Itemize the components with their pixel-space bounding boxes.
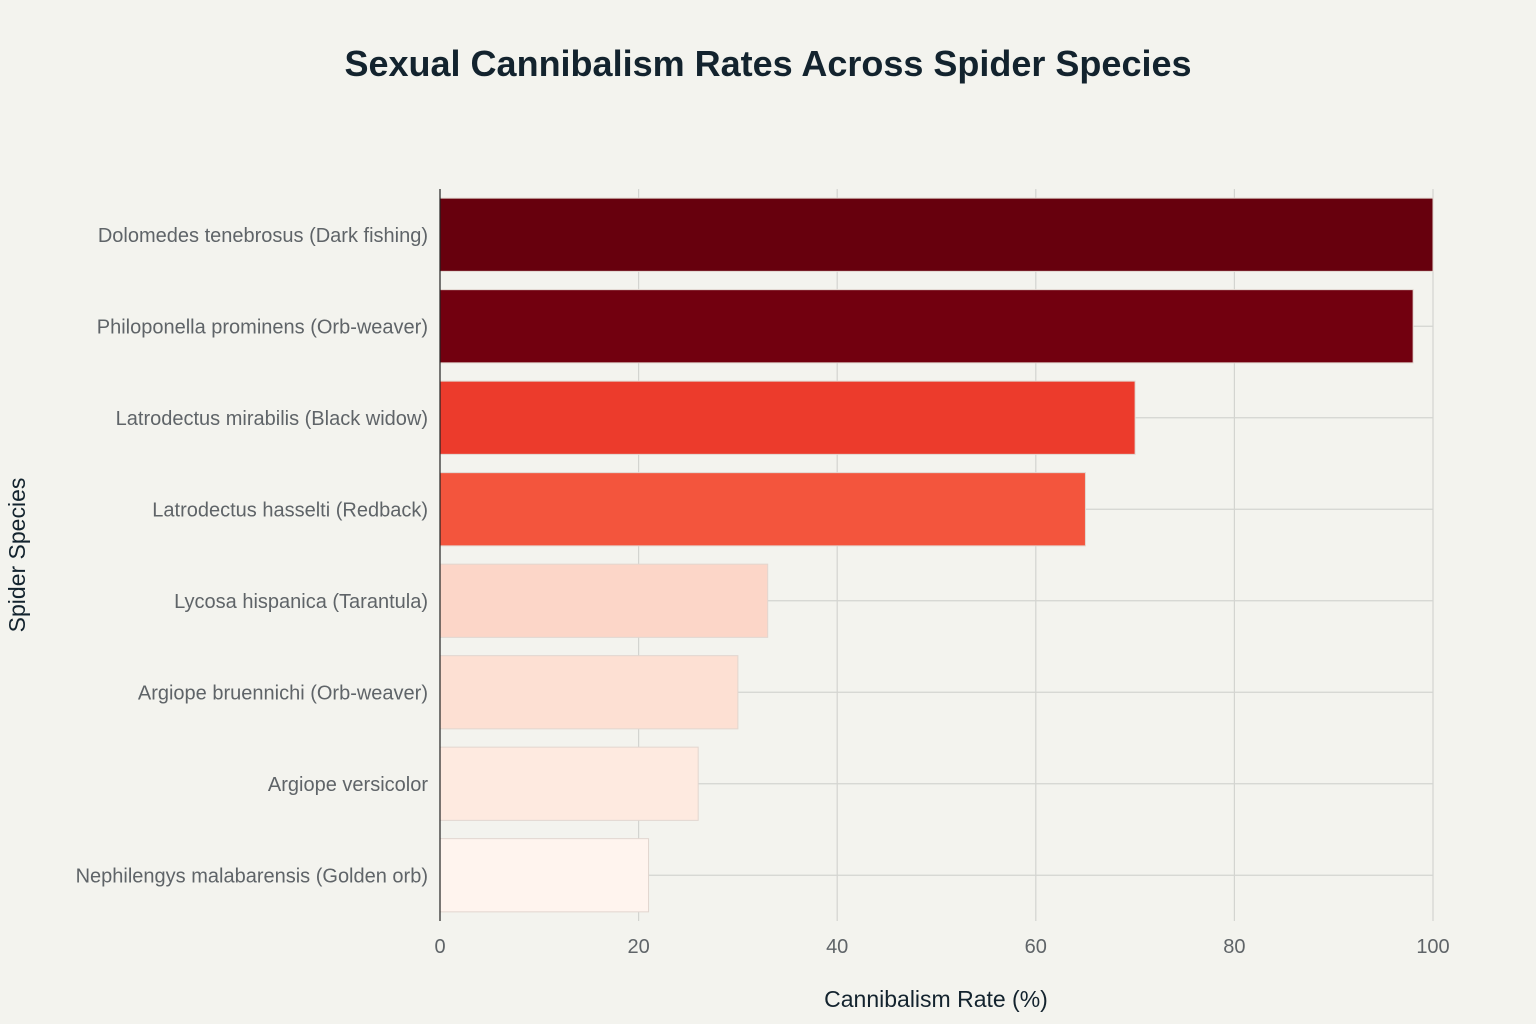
y-tick-label: Latrodectus hasselti (Redback) — [152, 499, 428, 521]
y-tick-label: Dolomedes tenebrosus (Dark fishing) — [98, 225, 428, 247]
bar — [439, 838, 650, 913]
bar — [439, 197, 1434, 272]
bar — [439, 472, 1086, 547]
y-tick-label: Nephilengys malabarensis (Golden orb) — [76, 865, 428, 887]
y-tick-label: Argiope bruennichi (Orb-weaver) — [138, 682, 428, 704]
y-axis: Dolomedes tenebrosus (Dark fishing) Philo… — [76, 189, 441, 921]
x-axis: 0 20 40 60 80 100 — [434, 936, 1449, 958]
bars — [439, 197, 1434, 913]
bar — [439, 746, 699, 821]
x-tick-label: 100 — [1416, 936, 1449, 958]
x-tick-label: 0 — [434, 936, 445, 958]
bar — [439, 655, 739, 730]
y-tick-label: Argiope versicolor — [268, 774, 428, 796]
x-tick-label: 20 — [627, 936, 649, 958]
y-tick-label: Lycosa hispanica (Tarantula) — [174, 591, 428, 613]
x-tick-label: 60 — [1025, 936, 1047, 958]
x-tick-label: 80 — [1223, 936, 1245, 958]
y-axis-title: Spider Species — [4, 478, 30, 633]
bar — [439, 563, 769, 638]
bar — [439, 380, 1136, 455]
y-tick-label: Philoponella prominens (Orb-weaver) — [97, 316, 428, 338]
x-tick-label: 40 — [826, 936, 848, 958]
bar — [439, 289, 1414, 364]
chart-title: Sexual Cannibalism Rates Across Spider S… — [344, 43, 1191, 84]
x-axis-title: Cannibalism Rate (%) — [824, 986, 1048, 1012]
y-tick-label: Latrodectus mirabilis (Black widow) — [116, 408, 428, 430]
